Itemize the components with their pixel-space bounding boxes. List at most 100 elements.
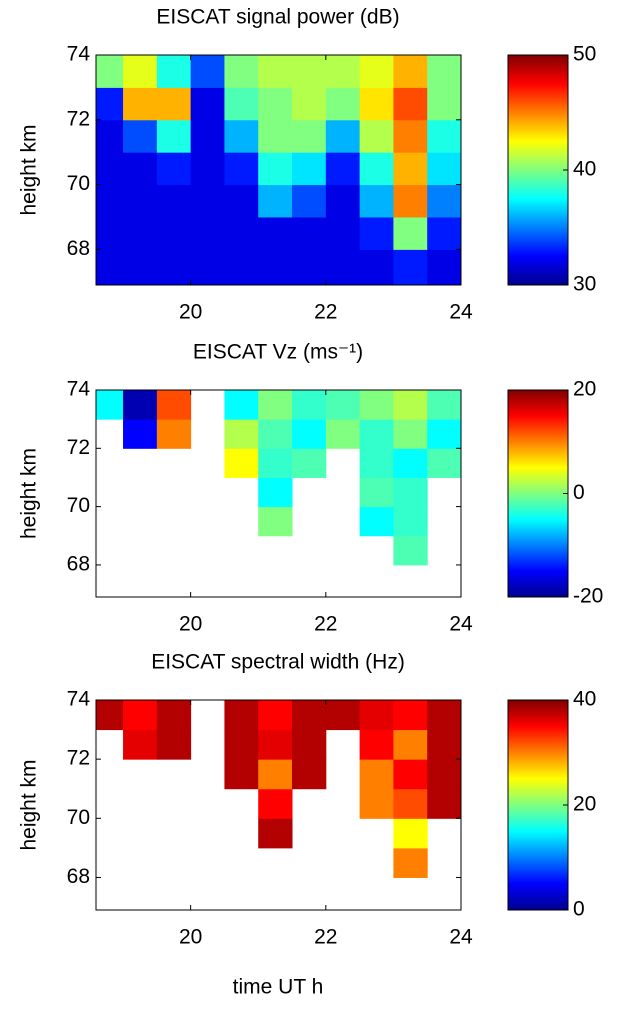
heatmap-cell — [427, 448, 462, 478]
heatmap-cell — [123, 216, 158, 250]
heatmap-cell — [393, 759, 428, 790]
heatmap-cell — [292, 119, 327, 153]
heatmap-cell — [224, 87, 259, 121]
colorbar-tick-label: 20 — [573, 793, 596, 816]
heatmap-cell — [96, 700, 124, 731]
colorbar-tick-label: 0 — [573, 481, 585, 504]
heatmap-cell — [190, 152, 225, 186]
heatmap-cell — [123, 119, 158, 153]
heatmap-cell — [258, 700, 293, 731]
heatmap-cell — [427, 788, 462, 819]
x-tick-label: 20 — [179, 613, 202, 636]
heatmap-cell — [427, 216, 462, 250]
heatmap-cell — [359, 419, 394, 449]
y-tick-label: 74 — [67, 43, 91, 66]
x-tick-label: 22 — [314, 301, 337, 324]
y-axis-label: height km — [18, 448, 41, 539]
y-tick-label: 72 — [67, 107, 90, 130]
heatmap-cell — [224, 700, 259, 731]
heatmap-cell — [123, 390, 158, 420]
heatmap-cell — [224, 249, 259, 286]
heatmap-cell — [427, 700, 462, 731]
heatmap-cell — [96, 119, 124, 153]
heatmap-cell — [258, 788, 293, 819]
heatmap-cell — [258, 448, 293, 478]
heatmap-cell — [224, 152, 259, 186]
heatmap-cell — [224, 759, 259, 790]
heatmap-cell — [427, 390, 462, 420]
heatmap-cell — [156, 184, 192, 218]
heatmap-cell — [258, 216, 293, 250]
heatmap-cell — [224, 119, 259, 153]
heatmap-cell — [258, 477, 293, 508]
heatmap-cell — [325, 55, 361, 88]
heatmap-cell — [258, 759, 293, 790]
heatmap-cell — [258, 184, 293, 218]
panel-title: EISCAT spectral width (Hz) — [151, 651, 405, 674]
heatmap-cell — [292, 87, 327, 121]
heatmap-cell — [123, 152, 158, 186]
y-tick-label: 70 — [67, 494, 90, 517]
heatmap-cell — [224, 184, 259, 218]
heatmap-cell — [359, 249, 394, 286]
heatmap-cell — [96, 216, 124, 250]
heatmap-cell — [359, 729, 394, 760]
panel-title: EISCAT signal power (dB) — [156, 6, 399, 29]
x-axis-label: time UT h — [233, 976, 324, 999]
heatmap-cell — [96, 152, 124, 186]
heatmap-cell — [325, 390, 361, 420]
heatmap-cell — [393, 477, 428, 508]
heatmap-cell — [427, 249, 462, 286]
heatmap-cell — [123, 55, 158, 88]
heatmap-cell — [393, 87, 428, 121]
heatmap-cell — [325, 700, 361, 731]
y-tick-label: 68 — [67, 237, 90, 260]
x-tick-label: 22 — [314, 926, 337, 949]
heatmap-cell — [190, 216, 225, 250]
heatmap-cell — [292, 729, 327, 760]
heatmap-cell — [96, 390, 124, 420]
heatmap-cell — [359, 448, 394, 478]
heatmap-cell — [393, 390, 428, 420]
plot-frame — [95, 699, 462, 911]
heatmap-cell — [190, 87, 225, 121]
heatmap-cell — [427, 729, 462, 760]
x-tick-label: 24 — [449, 613, 473, 636]
colorbar — [507, 699, 569, 911]
heatmap-cell — [359, 390, 394, 420]
heatmap-cell — [156, 729, 192, 760]
heatmap-cell — [224, 448, 259, 478]
heatmap-cell — [292, 55, 327, 88]
heatmap-cell — [258, 390, 293, 420]
y-tick-label: 70 — [67, 172, 90, 195]
colorbar-tick-label: 40 — [573, 688, 596, 711]
x-tick-label: 20 — [179, 926, 202, 949]
heatmap-cell — [325, 184, 361, 218]
y-tick-label: 68 — [67, 552, 90, 575]
heatmap-cell — [427, 87, 462, 121]
y-axis-label: height km — [18, 124, 41, 215]
colorbar — [507, 389, 569, 598]
y-tick-label: 70 — [67, 806, 90, 829]
heatmap-cell — [156, 390, 192, 420]
heatmap-cell — [190, 119, 225, 153]
heatmap-cell — [224, 55, 259, 88]
heatmap-cell — [123, 249, 158, 286]
heatmap-cell — [393, 55, 428, 88]
plot-frame — [95, 389, 462, 598]
heatmap-cell — [123, 419, 158, 449]
heatmap-cell — [258, 419, 293, 449]
heatmap-cell — [258, 249, 293, 286]
y-tick-label: 72 — [67, 747, 90, 770]
heatmap-cell — [258, 506, 293, 537]
heatmap-cell — [427, 184, 462, 218]
heatmap-cell — [325, 216, 361, 250]
heatmap-cell — [190, 184, 225, 218]
heatmap-cell — [292, 419, 327, 449]
heatmap-cell — [96, 55, 124, 88]
heatmap-cell — [292, 249, 327, 286]
heatmap-cell — [393, 119, 428, 153]
colorbar-tick-label: 30 — [573, 273, 596, 296]
heatmap-cell — [258, 818, 293, 849]
